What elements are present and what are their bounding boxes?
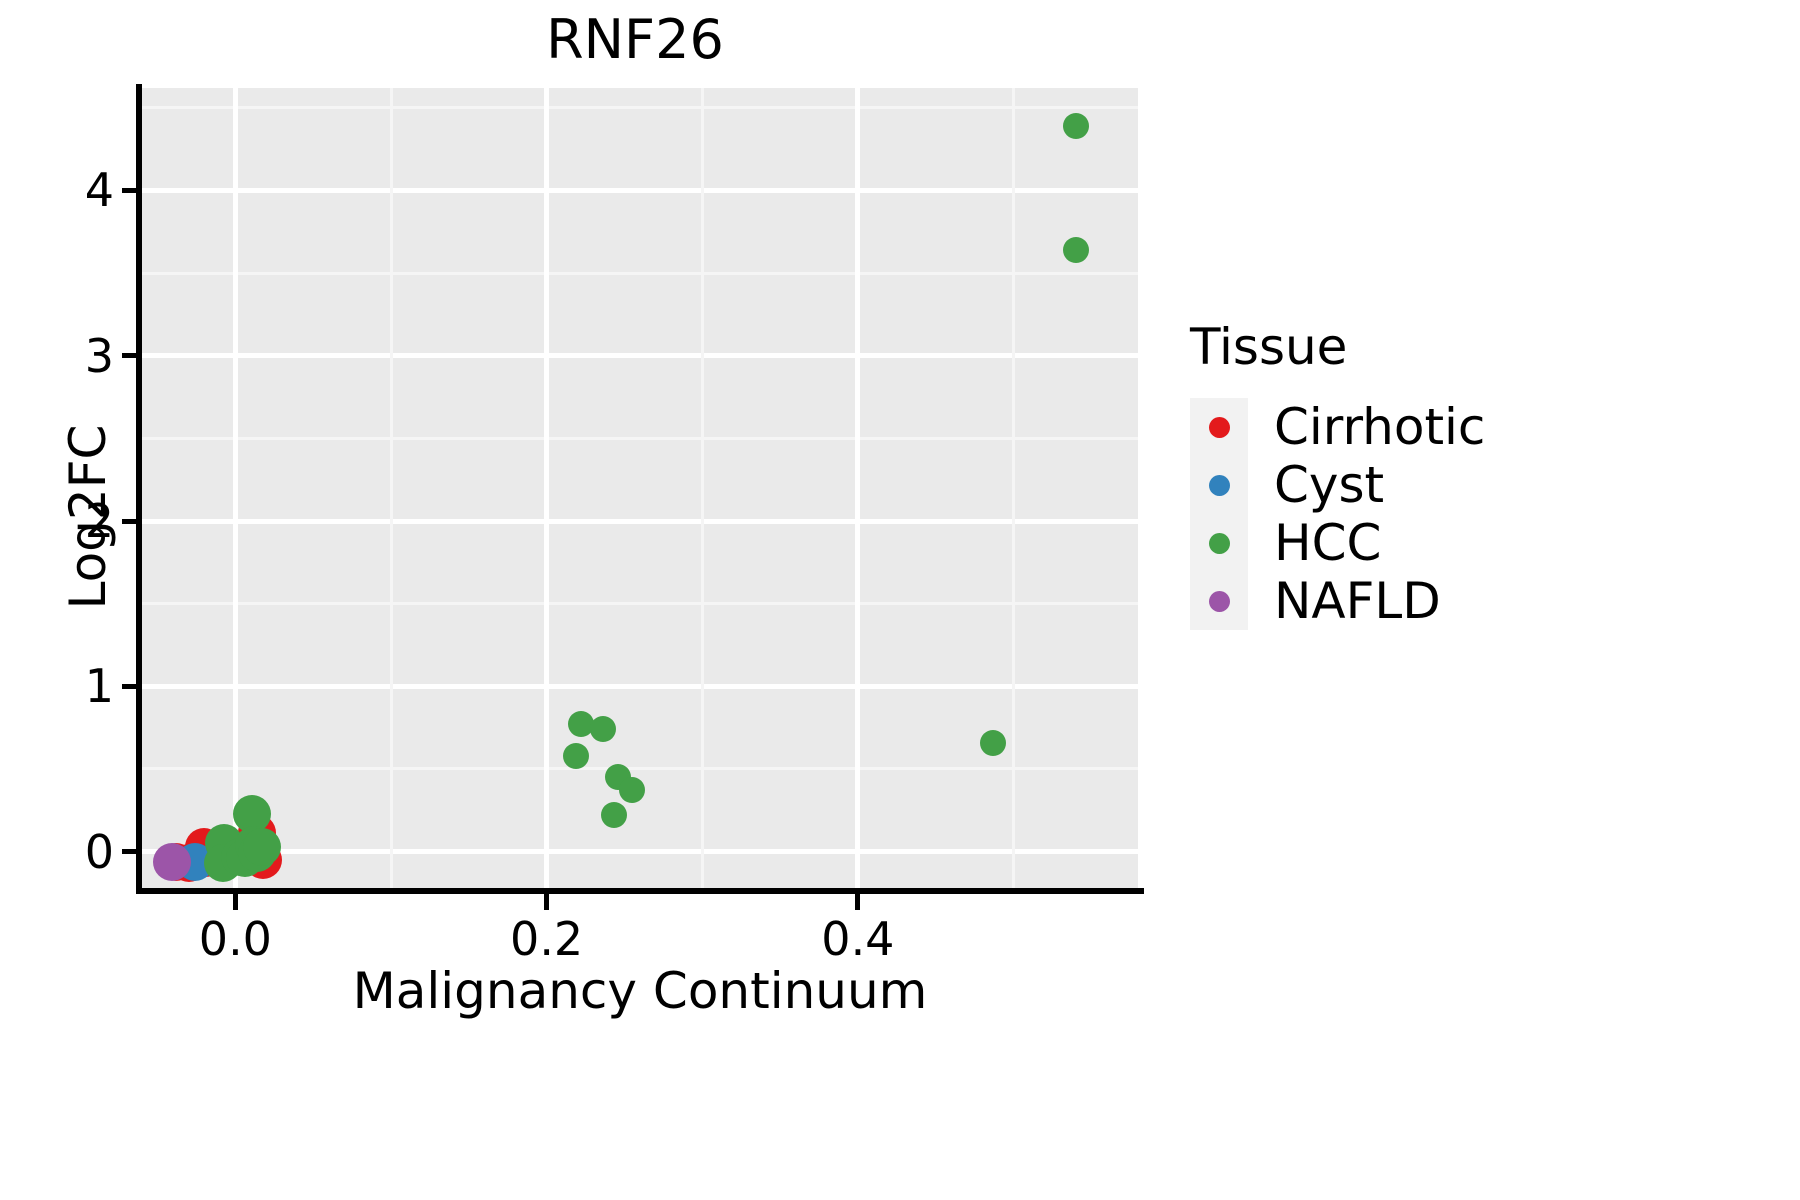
legend-items: Cirrhotic Cyst HCC NAFLD — [1190, 398, 1485, 630]
legend-item-label: HCC — [1274, 514, 1382, 572]
x-axis-tick — [855, 894, 861, 910]
gridline-vertical-minor — [1012, 88, 1015, 888]
legend-item-cirrhotic[interactable]: Cirrhotic — [1190, 398, 1485, 456]
legend-item-cyst[interactable]: Cyst — [1190, 456, 1485, 514]
y-axis-tick-label: 3 — [84, 328, 114, 383]
data-point — [600, 802, 627, 829]
legend-item-nafld[interactable]: NAFLD — [1190, 572, 1485, 630]
y-axis-tick-label: 4 — [84, 163, 114, 218]
gridline-horizontal-minor — [142, 271, 1138, 275]
x-axis-title: Malignancy Continuum — [352, 962, 928, 1020]
y-axis-tick — [122, 353, 138, 359]
gridline-horizontal-major — [142, 849, 1138, 855]
legend-swatch-cirrhotic-icon — [1190, 398, 1248, 456]
x-axis-line — [136, 888, 1144, 894]
gridline-vertical-major — [855, 88, 861, 888]
legend-swatch-cyst-icon — [1190, 456, 1248, 514]
data-point — [242, 827, 281, 866]
plot-panel — [142, 88, 1138, 888]
data-point — [1062, 113, 1089, 140]
x-axis-tick-label: 0.4 — [821, 912, 895, 966]
data-point — [567, 711, 594, 738]
gridline-horizontal-major — [142, 353, 1138, 359]
legend-title: Tissue — [1190, 318, 1348, 376]
y-axis-tick-label: 2 — [84, 494, 114, 549]
data-point — [1062, 236, 1089, 263]
legend-item-hcc[interactable]: HCC — [1190, 514, 1485, 572]
y-axis-tick-label: 1 — [84, 659, 114, 714]
gridline-vertical-major — [544, 88, 550, 888]
y-axis-title: Log2FC — [59, 424, 117, 610]
gridline-horizontal-minor — [142, 106, 1138, 110]
data-point — [619, 777, 646, 804]
legend-item-label: NAFLD — [1274, 572, 1441, 630]
gridline-horizontal-major — [142, 683, 1138, 689]
data-point — [980, 729, 1007, 756]
gridline-horizontal-minor — [142, 602, 1138, 606]
y-axis-tick-label: 0 — [84, 824, 114, 879]
gridline-vertical-minor — [389, 88, 393, 888]
legend-swatch-hcc-icon — [1190, 514, 1248, 572]
x-axis-tick-label: 0.2 — [510, 912, 584, 966]
legend-swatch-nafld-icon — [1190, 572, 1248, 630]
data-point — [152, 843, 191, 882]
y-axis-tick — [122, 683, 138, 689]
page-title: RNF26 — [546, 8, 724, 71]
x-axis-tick — [232, 894, 238, 910]
y-axis-line — [136, 84, 142, 892]
gridline-horizontal-major — [142, 187, 1138, 193]
data-point — [563, 742, 590, 769]
gridline-vertical-minor — [700, 88, 704, 888]
legend: Tissue Cirrhotic Cyst HCC NAFLD — [1190, 318, 1485, 630]
y-axis-tick — [122, 187, 138, 193]
gridline-horizontal-major — [142, 518, 1138, 524]
gridline-horizontal-minor — [142, 767, 1138, 771]
data-point — [589, 716, 616, 743]
gridline-horizontal-minor — [142, 436, 1138, 440]
y-axis-tick — [122, 518, 138, 524]
x-axis-tick-label: 0.0 — [198, 912, 272, 966]
legend-item-label: Cyst — [1274, 456, 1385, 514]
legend-item-label: Cirrhotic — [1274, 398, 1486, 456]
x-axis-tick — [544, 894, 550, 910]
y-axis-tick — [122, 849, 138, 855]
gridline-vertical-major — [232, 88, 238, 888]
